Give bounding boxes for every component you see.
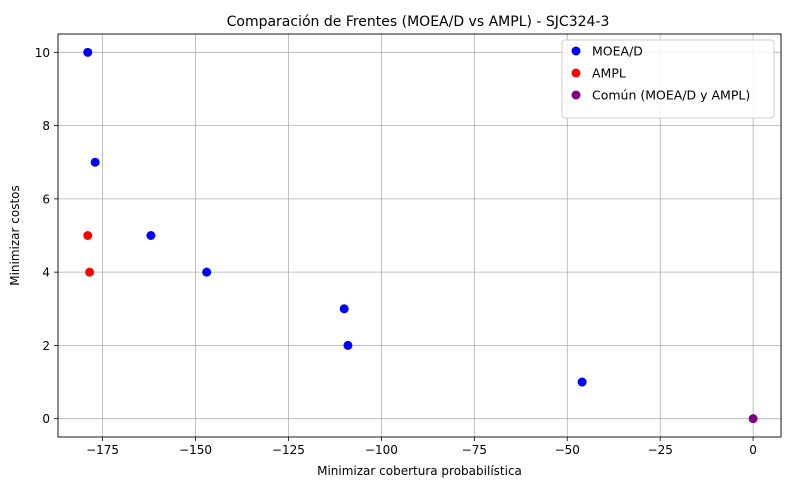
- legend-label: Común (MOEA/D y AMPL): [592, 88, 750, 103]
- x-tick-label: −175: [86, 443, 119, 457]
- data-point-series-1: [577, 377, 587, 387]
- data-point-series-1: [90, 157, 100, 167]
- data-point-series-2: [85, 267, 95, 277]
- legend-marker: [571, 46, 581, 56]
- legend-marker: [571, 90, 581, 100]
- x-tick-label: −150: [179, 443, 212, 457]
- x-tick-label: −75: [462, 443, 487, 457]
- x-tick-label: −125: [272, 443, 305, 457]
- y-tick-label: 8: [42, 119, 50, 133]
- data-points: [83, 47, 758, 424]
- y-tick-label: 10: [35, 46, 50, 60]
- chart-title: Comparación de Frentes (MOEA/D vs AMPL) …: [227, 14, 610, 30]
- data-point-series-1: [83, 47, 93, 57]
- data-point-series-1: [202, 267, 212, 277]
- plot-frame: [57, 33, 782, 438]
- y-tick-label: 0: [42, 412, 50, 426]
- x-tick-label: −100: [365, 443, 398, 457]
- legend: MOEA/D AMPL Común (MOEA/D y AMPL): [561, 39, 775, 119]
- x-tick-label: 0: [749, 443, 757, 457]
- legend-label: AMPL: [592, 66, 626, 81]
- x-tick-label: −50: [555, 443, 580, 457]
- data-point-series-1: [339, 304, 349, 314]
- y-tick-label: 2: [42, 339, 50, 353]
- legend-label: MOEA/D: [592, 44, 643, 59]
- data-point-series-1: [343, 340, 353, 350]
- data-point-series-1: [146, 231, 156, 240]
- y-axis-label: Minimizar costos: [8, 185, 22, 286]
- data-point-series-3: [748, 414, 758, 424]
- legend-box: [561, 39, 775, 119]
- y-tick-label: 4: [42, 266, 50, 280]
- legend-marker: [571, 68, 581, 78]
- data-point-series-2: [83, 231, 93, 240]
- x-axis-label: Minimizar cobertura probabilística: [317, 464, 522, 478]
- axis-ticks: −175 −150 −125 −100 −75 −50 −25 0 0 2 4 6 8 10: [35, 46, 757, 457]
- y-tick-label: 6: [42, 192, 50, 206]
- x-tick-label: −25: [648, 443, 673, 457]
